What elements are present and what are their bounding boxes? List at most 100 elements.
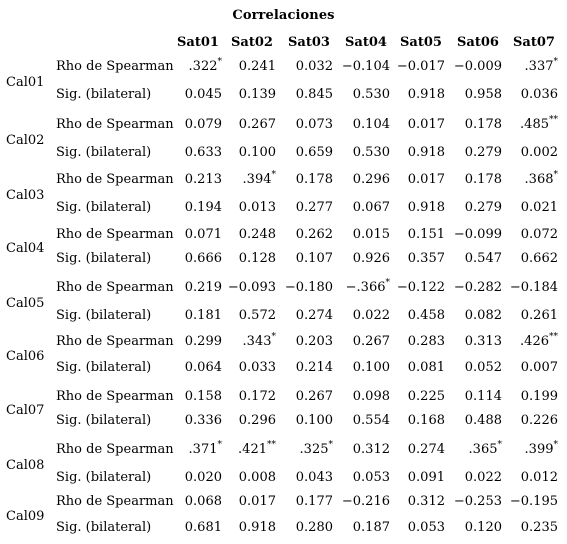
stat-label-sig: Sig. (bilateral) <box>56 145 152 160</box>
rho-cell-cal04-sat07: 0.072 <box>520 227 558 242</box>
stat-label-rho: Rho de Spearman <box>56 334 174 349</box>
rho-cell-cal02-sat01: 0.079 <box>184 117 222 132</box>
stat-label-rho: Rho de Spearman <box>56 280 174 295</box>
rho-cell-cal08-sat04: 0.312 <box>352 442 390 457</box>
row-label-cal04: Cal04 <box>6 241 45 256</box>
rho-cell-cal07-sat02: 0.172 <box>238 389 276 404</box>
sig-cell-cal05-sat07: 0.261 <box>520 308 558 323</box>
rho-cell-cal05-sat05: −0.122 <box>396 280 445 295</box>
col-header-sat06: Sat06 <box>457 35 499 50</box>
sig-cell-cal06-sat01: 0.064 <box>184 360 222 375</box>
rho-cell-cal08-sat06: .365* <box>468 440 502 457</box>
sig-cell-cal09-sat07: 0.235 <box>520 520 558 535</box>
rho-cell-cal05-sat04: −.366* <box>345 278 390 295</box>
sig-cell-cal07-sat07: 0.226 <box>520 413 558 428</box>
stat-label-sig: Sig. (bilateral) <box>56 470 152 485</box>
rho-cell-cal02-sat07: .485** <box>520 115 558 132</box>
rho-cell-cal02-sat05: 0.017 <box>407 117 445 132</box>
rho-cell-cal07-sat07: 0.199 <box>520 389 558 404</box>
sig-cell-cal01-sat07: 0.036 <box>520 87 558 102</box>
stat-label-sig: Sig. (bilateral) <box>56 200 152 215</box>
rho-cell-cal04-sat01: 0.071 <box>184 227 222 242</box>
sig-cell-cal04-sat06: 0.547 <box>464 251 502 266</box>
sig-cell-cal05-sat03: 0.274 <box>295 308 333 323</box>
sig-cell-cal09-sat01: 0.681 <box>184 520 222 535</box>
sig-cell-cal03-sat06: 0.279 <box>464 200 502 215</box>
sig-cell-cal01-sat02: 0.139 <box>238 87 276 102</box>
sig-cell-cal03-sat01: 0.194 <box>184 200 222 215</box>
sig-cell-cal02-sat02: 0.100 <box>238 145 276 160</box>
rho-cell-cal09-sat07: −0.195 <box>509 494 558 509</box>
sig-cell-cal08-sat02: 0.008 <box>238 470 276 485</box>
stat-label-rho: Rho de Spearman <box>56 59 174 74</box>
rho-cell-cal04-sat05: 0.151 <box>407 227 445 242</box>
sig-cell-cal08-sat06: 0.022 <box>464 470 502 485</box>
sig-cell-cal06-sat02: 0.033 <box>238 360 276 375</box>
rho-cell-cal07-sat04: 0.098 <box>352 389 390 404</box>
rho-cell-cal05-sat07: −0.184 <box>509 280 558 295</box>
sig-cell-cal09-sat03: 0.280 <box>295 520 333 535</box>
rho-cell-cal05-sat03: −0.180 <box>284 280 333 295</box>
sig-cell-cal02-sat04: 0.530 <box>352 145 390 160</box>
sig-cell-cal04-sat01: 0.666 <box>184 251 222 266</box>
rho-cell-cal09-sat06: −0.253 <box>453 494 502 509</box>
sig-cell-cal08-sat03: 0.043 <box>295 470 333 485</box>
sig-cell-cal05-sat02: 0.572 <box>238 308 276 323</box>
sig-cell-cal07-sat01: 0.336 <box>184 413 222 428</box>
sig-cell-cal01-sat01: 0.045 <box>184 87 222 102</box>
rho-cell-cal09-sat04: −0.216 <box>341 494 390 509</box>
rho-cell-cal04-sat04: 0.015 <box>352 227 390 242</box>
sig-cell-cal05-sat06: 0.082 <box>464 308 502 323</box>
col-header-sat01: Sat01 <box>177 35 219 50</box>
sig-cell-cal05-sat04: 0.022 <box>352 308 390 323</box>
rho-cell-cal05-sat01: 0.219 <box>184 280 222 295</box>
rho-cell-cal09-sat03: 0.177 <box>295 494 333 509</box>
sig-cell-cal07-sat03: 0.100 <box>295 413 333 428</box>
rho-cell-cal01-sat04: −0.104 <box>341 59 390 74</box>
rho-cell-cal07-sat03: 0.267 <box>295 389 333 404</box>
row-label-cal03: Cal03 <box>6 188 45 203</box>
rho-cell-cal09-sat01: 0.068 <box>184 494 222 509</box>
row-label-cal05: Cal05 <box>6 296 45 311</box>
rho-cell-cal05-sat02: −0.093 <box>227 280 276 295</box>
rho-cell-cal08-sat07: .399* <box>524 440 558 457</box>
stat-label-rho: Rho de Spearman <box>56 227 174 242</box>
rho-cell-cal06-sat04: 0.267 <box>352 334 390 349</box>
row-label-cal01: Cal01 <box>6 75 45 90</box>
rho-cell-cal03-sat03: 0.178 <box>295 172 333 187</box>
sig-cell-cal02-sat05: 0.918 <box>407 145 445 160</box>
sig-cell-cal02-sat01: 0.633 <box>184 145 222 160</box>
sig-cell-cal01-sat05: 0.918 <box>407 87 445 102</box>
rho-cell-cal07-sat01: 0.158 <box>184 389 222 404</box>
stat-label-rho: Rho de Spearman <box>56 389 174 404</box>
rho-cell-cal02-sat06: 0.178 <box>464 117 502 132</box>
sig-cell-cal04-sat07: 0.662 <box>520 251 558 266</box>
row-label-cal08: Cal08 <box>6 458 45 473</box>
sig-cell-cal06-sat06: 0.052 <box>464 360 502 375</box>
stat-label-sig: Sig. (bilateral) <box>56 251 152 266</box>
sig-cell-cal05-sat01: 0.181 <box>184 308 222 323</box>
rho-cell-cal03-sat05: 0.017 <box>407 172 445 187</box>
stat-label-sig: Sig. (bilateral) <box>56 308 152 323</box>
sig-cell-cal08-sat07: 0.012 <box>520 470 558 485</box>
sig-cell-cal05-sat05: 0.458 <box>407 308 445 323</box>
rho-cell-cal01-sat01: .322* <box>188 57 222 74</box>
rho-cell-cal01-sat02: 0.241 <box>238 59 276 74</box>
sig-cell-cal01-sat06: 0.958 <box>464 87 502 102</box>
col-header-sat07: Sat07 <box>513 35 555 50</box>
sig-cell-cal06-sat05: 0.081 <box>407 360 445 375</box>
sig-cell-cal09-sat02: 0.918 <box>238 520 276 535</box>
rho-cell-cal08-sat01: .371* <box>188 440 222 457</box>
stat-label-rho: Rho de Spearman <box>56 172 174 187</box>
sig-cell-cal04-sat02: 0.128 <box>238 251 276 266</box>
rho-cell-cal03-sat07: .368* <box>524 170 558 187</box>
rho-cell-cal06-sat07: .426** <box>520 332 558 349</box>
sig-cell-cal02-sat07: 0.002 <box>520 145 558 160</box>
sig-cell-cal06-sat07: 0.007 <box>520 360 558 375</box>
sig-cell-cal03-sat04: 0.067 <box>352 200 390 215</box>
stat-label-rho: Rho de Spearman <box>56 442 174 457</box>
sig-cell-cal09-sat04: 0.187 <box>352 520 390 535</box>
rho-cell-cal06-sat03: 0.203 <box>295 334 333 349</box>
row-label-cal06: Cal06 <box>6 349 45 364</box>
rho-cell-cal01-sat07: .337* <box>524 57 558 74</box>
